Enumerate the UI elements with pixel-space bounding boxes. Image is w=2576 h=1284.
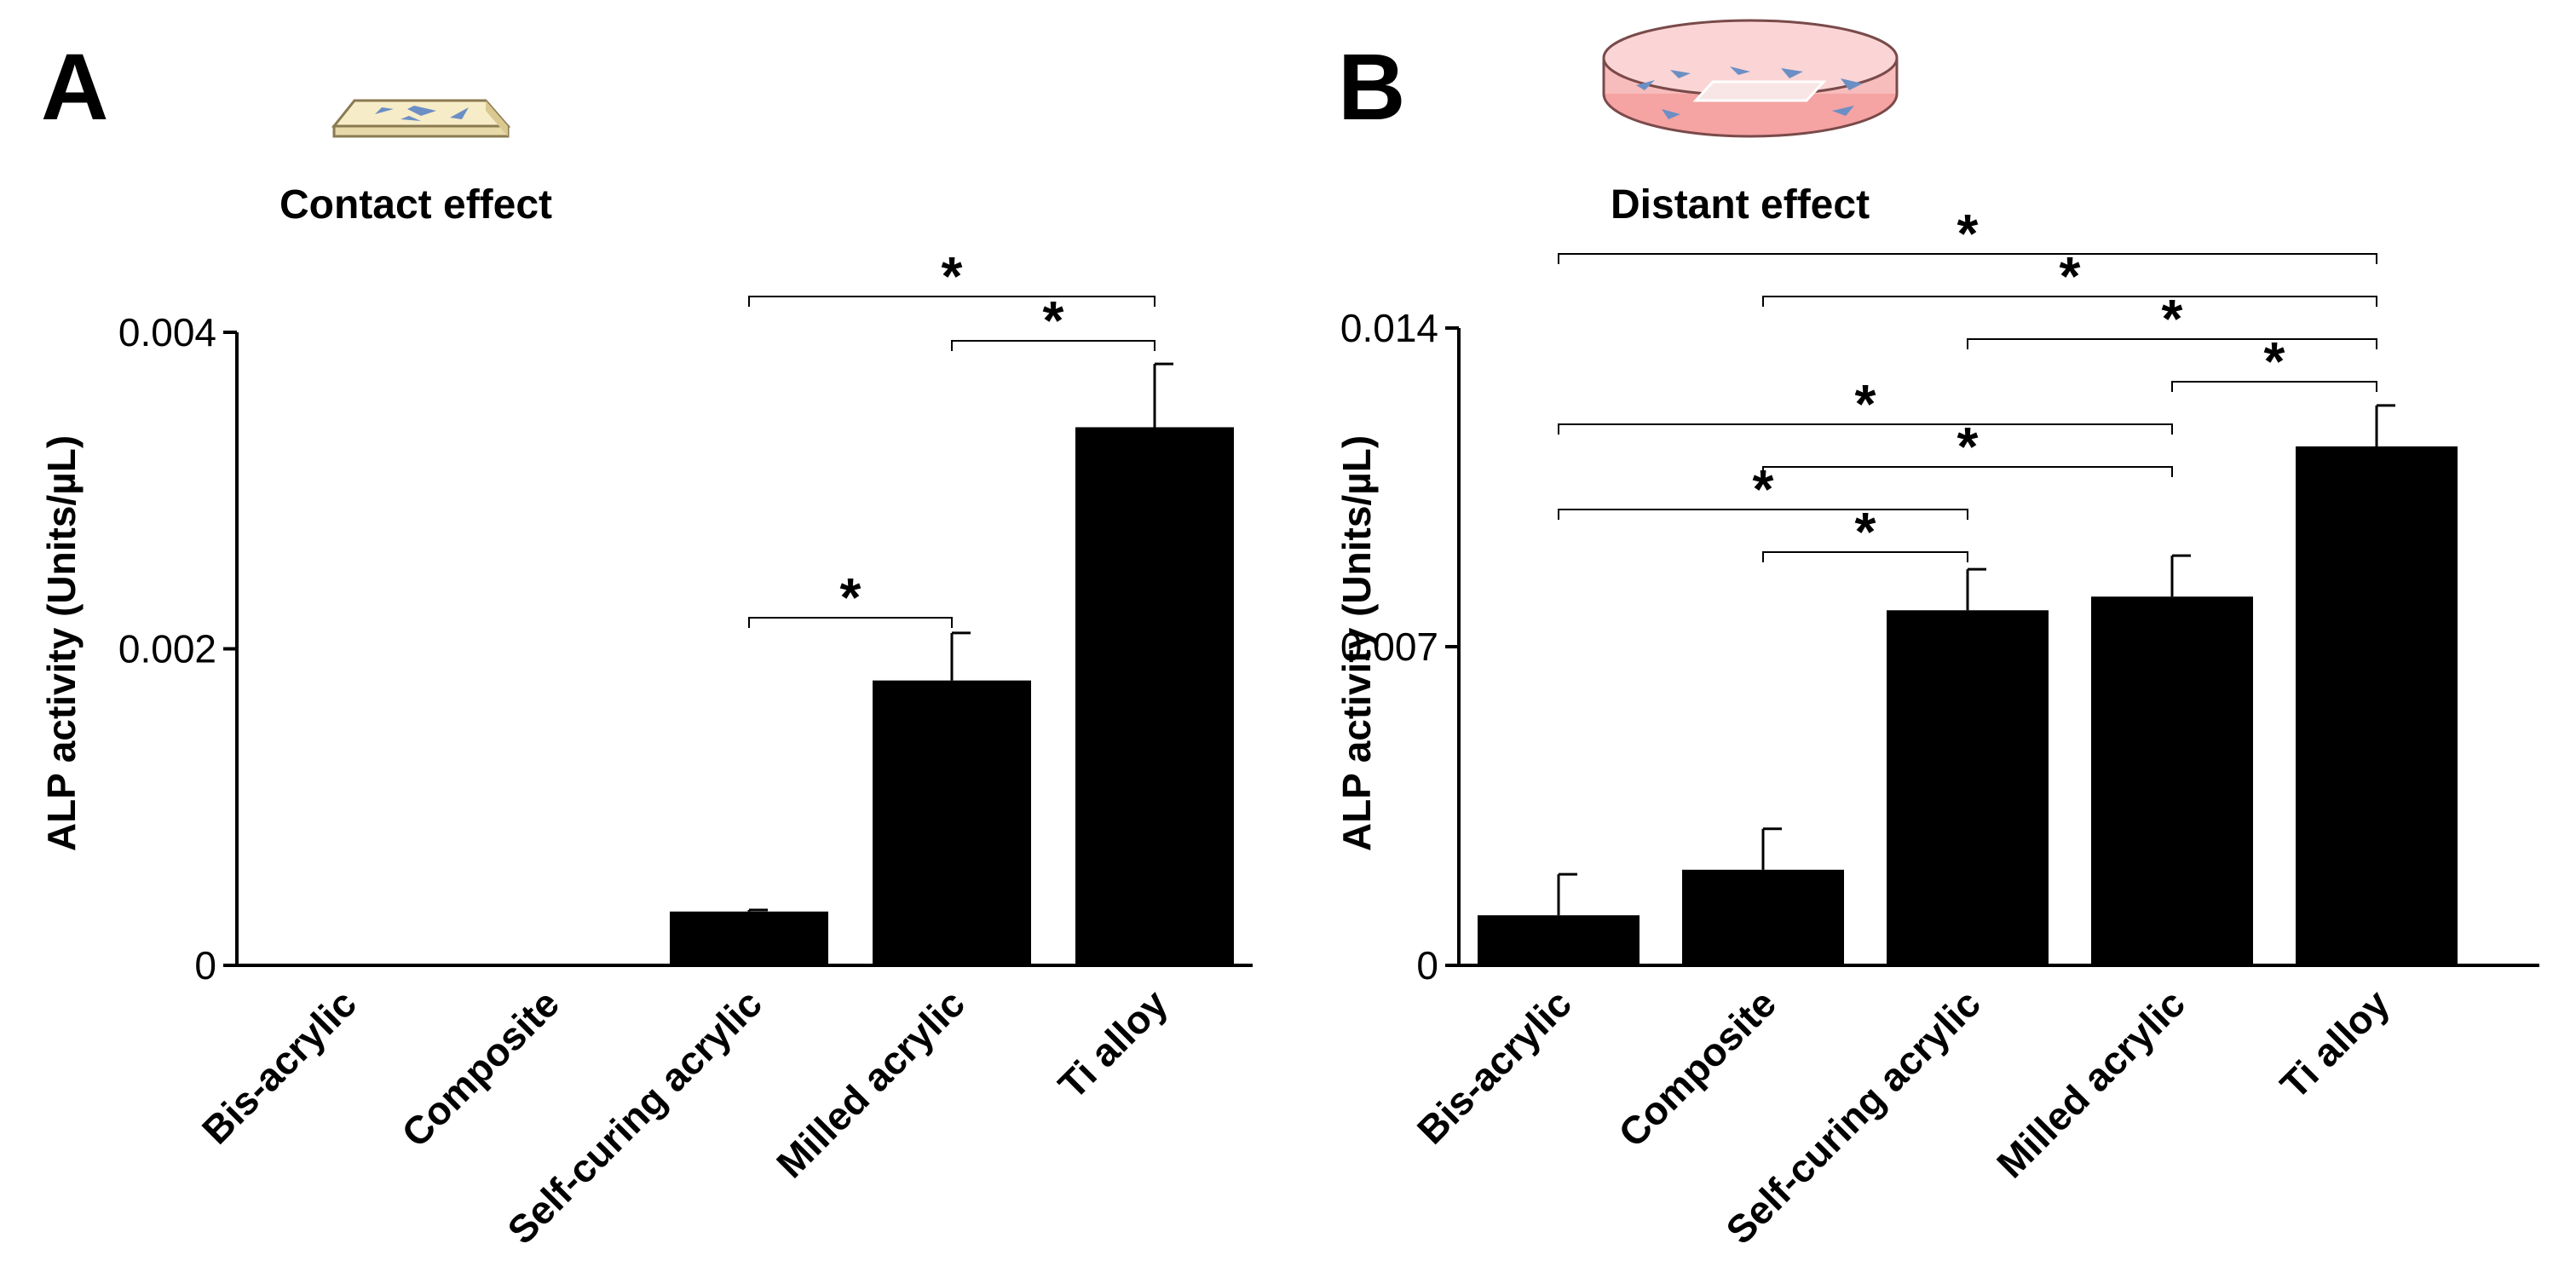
chart-a-x-tick-label: Bis-acrylic bbox=[193, 981, 365, 1152]
chart-a-bar bbox=[1075, 427, 1234, 965]
panel-b-letter: B bbox=[1338, 35, 1405, 140]
chart-a-bar bbox=[873, 680, 1031, 965]
chart-b-x-tick-label: Composite bbox=[1610, 981, 1784, 1155]
chart-b-significance-bracket bbox=[1558, 509, 1968, 520]
chart-b-significance-bracket bbox=[1762, 466, 2173, 477]
chart-a-y-tick-label: 0 bbox=[194, 943, 216, 987]
chart-b-x-tick-label: Milled acrylic bbox=[1988, 981, 2193, 1186]
chart-b-y-tick-label: 0 bbox=[1416, 943, 1438, 987]
chart-a-significance-star: * bbox=[942, 245, 963, 307]
chart-b-y-tick-label: 0.007 bbox=[1340, 625, 1438, 669]
chart-a-significance-bracket bbox=[748, 296, 1155, 307]
chart-a-y-tick-label: 0.002 bbox=[118, 627, 216, 671]
cell-slide-illustration bbox=[331, 99, 511, 138]
chart-a-significance-star: * bbox=[1043, 290, 1064, 351]
chart-a-x-tick-label: Milled acrylic bbox=[768, 981, 973, 1186]
chart-b-significance-star: * bbox=[1855, 373, 1876, 435]
chart-b-bar bbox=[1478, 915, 1640, 965]
chart-a-significance-bracket bbox=[951, 340, 1155, 351]
chart-a-significance-bracket bbox=[748, 617, 953, 628]
chart-a-bar bbox=[670, 911, 828, 965]
chart-a-x-tick-label: Ti alloy bbox=[1050, 981, 1177, 1108]
chart-b-y-label: ALP activity (Units/µL) bbox=[1334, 435, 1379, 851]
chart-b-bar bbox=[2296, 446, 2458, 965]
chart-b-significance-bracket bbox=[1558, 253, 2377, 264]
chart-b-significance-star: * bbox=[2162, 288, 2183, 349]
chart-b-bar bbox=[2091, 596, 2253, 965]
chart-b-significance-bracket bbox=[1967, 338, 2377, 349]
chart-b-significance-star: * bbox=[1855, 501, 1876, 562]
chart-b-significance-star: * bbox=[1753, 458, 1774, 520]
panel-a-title: Contact effect bbox=[279, 182, 552, 227]
chart-a-y-tick-label: 0.004 bbox=[118, 310, 216, 354]
chart-b-significance-bracket bbox=[1762, 551, 1968, 562]
chart-a-x-tick-label: Composite bbox=[393, 981, 568, 1155]
chart-b-y-tick-label: 0.014 bbox=[1340, 306, 1438, 350]
chart-b-significance-star: * bbox=[2060, 245, 2081, 307]
chart-b-significance-star: * bbox=[1957, 203, 1979, 264]
panel-a-letter: A bbox=[41, 35, 108, 140]
chart-b-bar bbox=[1887, 610, 2049, 965]
chart-b-bar bbox=[1682, 869, 1844, 965]
chart-b-significance-bracket bbox=[2171, 381, 2377, 392]
petri-dish-illustration bbox=[1602, 19, 1899, 138]
chart-a-significance-star: * bbox=[840, 567, 862, 628]
chart-b-x-tick-label: Bis-acrylic bbox=[1409, 981, 1580, 1152]
chart-b-x-tick-label: Ti alloy bbox=[2272, 981, 2399, 1108]
chart-b: ALP activity (Units/µL) 0 0.007 0.014 Bis-… bbox=[1334, 203, 2539, 1252]
chart-a-y-label: ALP activity (Units/µL) bbox=[39, 435, 84, 851]
chart-b-significance-star: * bbox=[2264, 331, 2285, 392]
chart-b-significance-bracket bbox=[1558, 423, 2173, 435]
chart-b-significance-star: * bbox=[1957, 416, 1979, 477]
chart-a: ALP activity (Units/µL) 0 0.002 0.004 Bis-… bbox=[39, 245, 1253, 1252]
chart-b-significance-bracket bbox=[1762, 296, 2377, 307]
panel-b-title: Distant effect bbox=[1611, 182, 1870, 227]
